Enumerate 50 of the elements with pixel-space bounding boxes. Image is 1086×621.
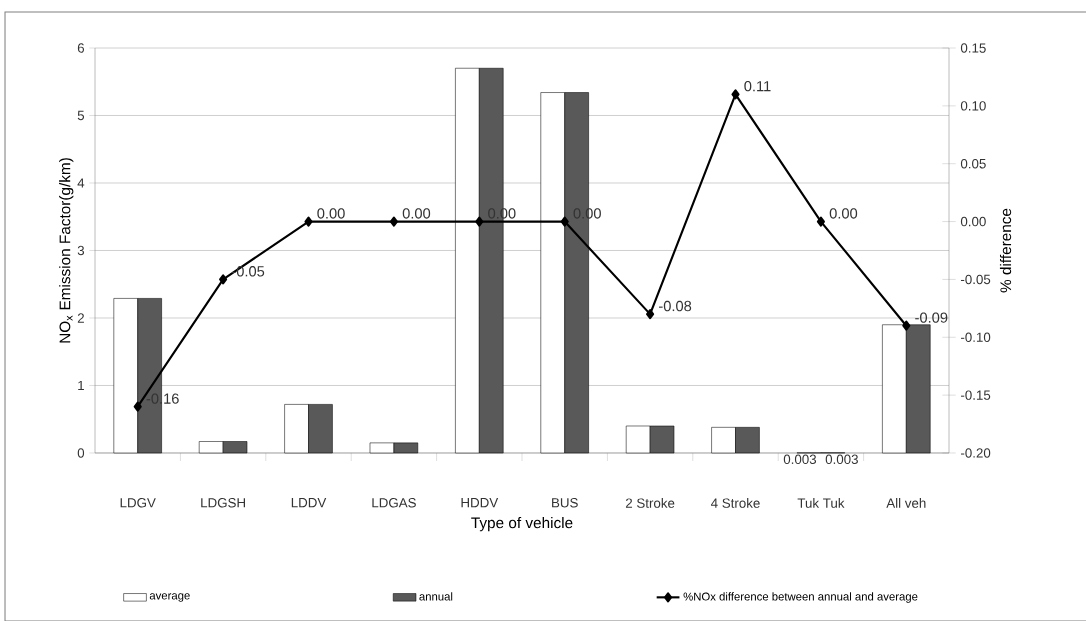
x-tick-label: LDGAS bbox=[372, 498, 416, 508]
x-tick-label: Tuk Tuk bbox=[797, 498, 845, 508]
point bbox=[560, 216, 569, 227]
point bbox=[902, 320, 911, 331]
y-tick-label: 0 bbox=[77, 448, 85, 458]
y-tick-label: 3 bbox=[77, 245, 85, 256]
x-tick-label: LDDV bbox=[291, 498, 327, 508]
legend-label: %NOx difference between annual and average bbox=[683, 592, 918, 603]
point bbox=[816, 216, 825, 227]
data-label: 0.00 bbox=[402, 208, 431, 219]
y2-tick-label: 0.10 bbox=[960, 101, 986, 111]
point bbox=[219, 274, 228, 285]
legend-label: annual bbox=[419, 592, 453, 601]
x-tick-label: LDGV bbox=[120, 498, 156, 508]
legend-label: average bbox=[149, 593, 190, 602]
point bbox=[304, 216, 313, 227]
y-tick-label: 4 bbox=[77, 178, 85, 188]
y2-tick-label: -0.20 bbox=[960, 448, 991, 458]
x-axis-title: Type of vehicle bbox=[471, 517, 573, 532]
y2-tick-label: -0.15 bbox=[960, 390, 991, 400]
data-label: 0.00 bbox=[317, 208, 345, 219]
data-label: -0.05 bbox=[232, 266, 265, 277]
x-tick-label: 2 Stroke bbox=[625, 498, 675, 508]
point bbox=[133, 401, 142, 412]
point bbox=[731, 89, 740, 100]
y-tick-label: 5 bbox=[77, 110, 85, 121]
x-tick-label: LDGSH bbox=[201, 498, 245, 508]
y-tick-label: 2 bbox=[77, 313, 84, 323]
x-tick-label: HDDV bbox=[461, 498, 499, 508]
y-tick-label: 6 bbox=[77, 43, 85, 53]
data-label: 0.00 bbox=[829, 208, 858, 219]
data-label: 0.003 bbox=[783, 454, 817, 465]
data-label: 0.11 bbox=[744, 80, 771, 92]
y2-tick-label: 0.05 bbox=[960, 158, 986, 169]
point bbox=[389, 216, 398, 227]
point bbox=[475, 216, 484, 227]
y2-axis-title: % difference bbox=[999, 208, 1012, 293]
data-label: 0.003 bbox=[825, 454, 858, 465]
x-tick-label: BUS bbox=[552, 498, 578, 508]
y-axis-title: NO$_{x}$ Emission Factor(g/km) bbox=[59, 158, 74, 343]
point bbox=[646, 309, 655, 320]
x-tick-label: All veh bbox=[886, 498, 926, 508]
data-label: -0.09 bbox=[915, 312, 948, 323]
data-label: -0.08 bbox=[659, 300, 692, 312]
y2-tick-label: 0.00 bbox=[960, 216, 986, 227]
x-tick-label: 4 Stroke bbox=[710, 498, 760, 508]
y2-tick-label: -0.05 bbox=[960, 274, 991, 285]
y2-tick-label: -0.10 bbox=[960, 332, 991, 342]
y-tick-label: 1 bbox=[78, 380, 84, 391]
y2-tick-label: 0.15 bbox=[960, 43, 986, 53]
